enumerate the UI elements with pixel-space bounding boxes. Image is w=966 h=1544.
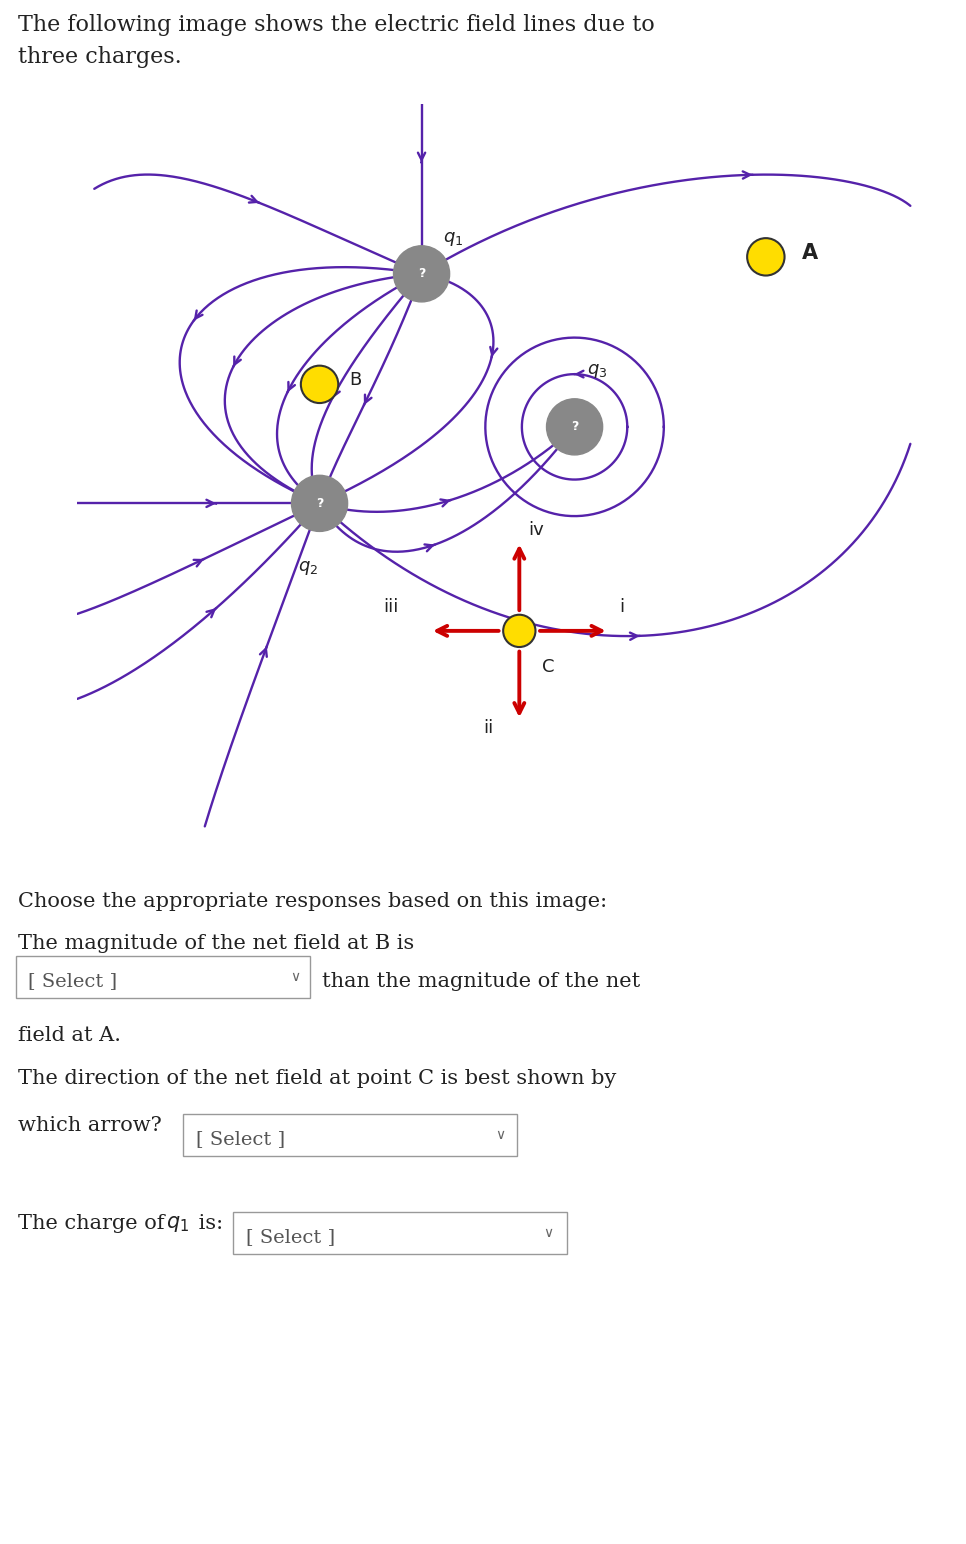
Circle shape	[393, 245, 449, 303]
Text: $q_2$: $q_2$	[298, 559, 319, 576]
Text: [ Select ]: [ Select ]	[246, 1227, 335, 1246]
Text: ?: ?	[418, 267, 425, 281]
Text: iv: iv	[527, 520, 544, 539]
Circle shape	[747, 238, 784, 275]
Text: The following image shows the electric field lines due to: The following image shows the electric f…	[18, 14, 655, 36]
Text: ∨: ∨	[290, 970, 300, 984]
Text: three charges.: three charges.	[18, 46, 182, 68]
Text: ∨: ∨	[543, 1226, 554, 1240]
Text: [ Select ]: [ Select ]	[196, 1130, 285, 1149]
Text: field at A.: field at A.	[18, 1027, 121, 1045]
FancyBboxPatch shape	[16, 956, 310, 997]
Text: $q_1$: $q_1$	[166, 1214, 189, 1234]
Text: C: C	[542, 658, 554, 676]
Text: i: i	[619, 598, 624, 616]
Circle shape	[300, 366, 338, 403]
Text: ∨: ∨	[495, 1129, 505, 1143]
Text: The magnitude of the net field at B is: The magnitude of the net field at B is	[18, 934, 414, 953]
FancyBboxPatch shape	[233, 1212, 567, 1254]
Text: ?: ?	[316, 497, 324, 510]
Text: than the magnitude of the net: than the magnitude of the net	[322, 973, 640, 991]
Text: [ Select ]: [ Select ]	[28, 973, 117, 990]
Text: ?: ?	[571, 420, 579, 434]
Text: is:: is:	[192, 1214, 223, 1234]
Circle shape	[292, 476, 348, 531]
Text: ii: ii	[484, 720, 494, 736]
Text: which arrow?: which arrow?	[18, 1116, 161, 1135]
Text: B: B	[350, 371, 361, 389]
Text: A: A	[802, 242, 817, 262]
Text: The charge of: The charge of	[18, 1214, 171, 1234]
Text: The direction of the net field at point C is best shown by: The direction of the net field at point …	[18, 1068, 616, 1089]
Text: $q_1$: $q_1$	[442, 230, 463, 249]
Circle shape	[503, 615, 535, 647]
FancyBboxPatch shape	[183, 1115, 517, 1156]
Text: Choose the appropriate responses based on this image:: Choose the appropriate responses based o…	[18, 892, 607, 911]
Circle shape	[547, 398, 603, 455]
Text: iii: iii	[384, 598, 399, 616]
Text: $q_3$: $q_3$	[587, 363, 608, 380]
